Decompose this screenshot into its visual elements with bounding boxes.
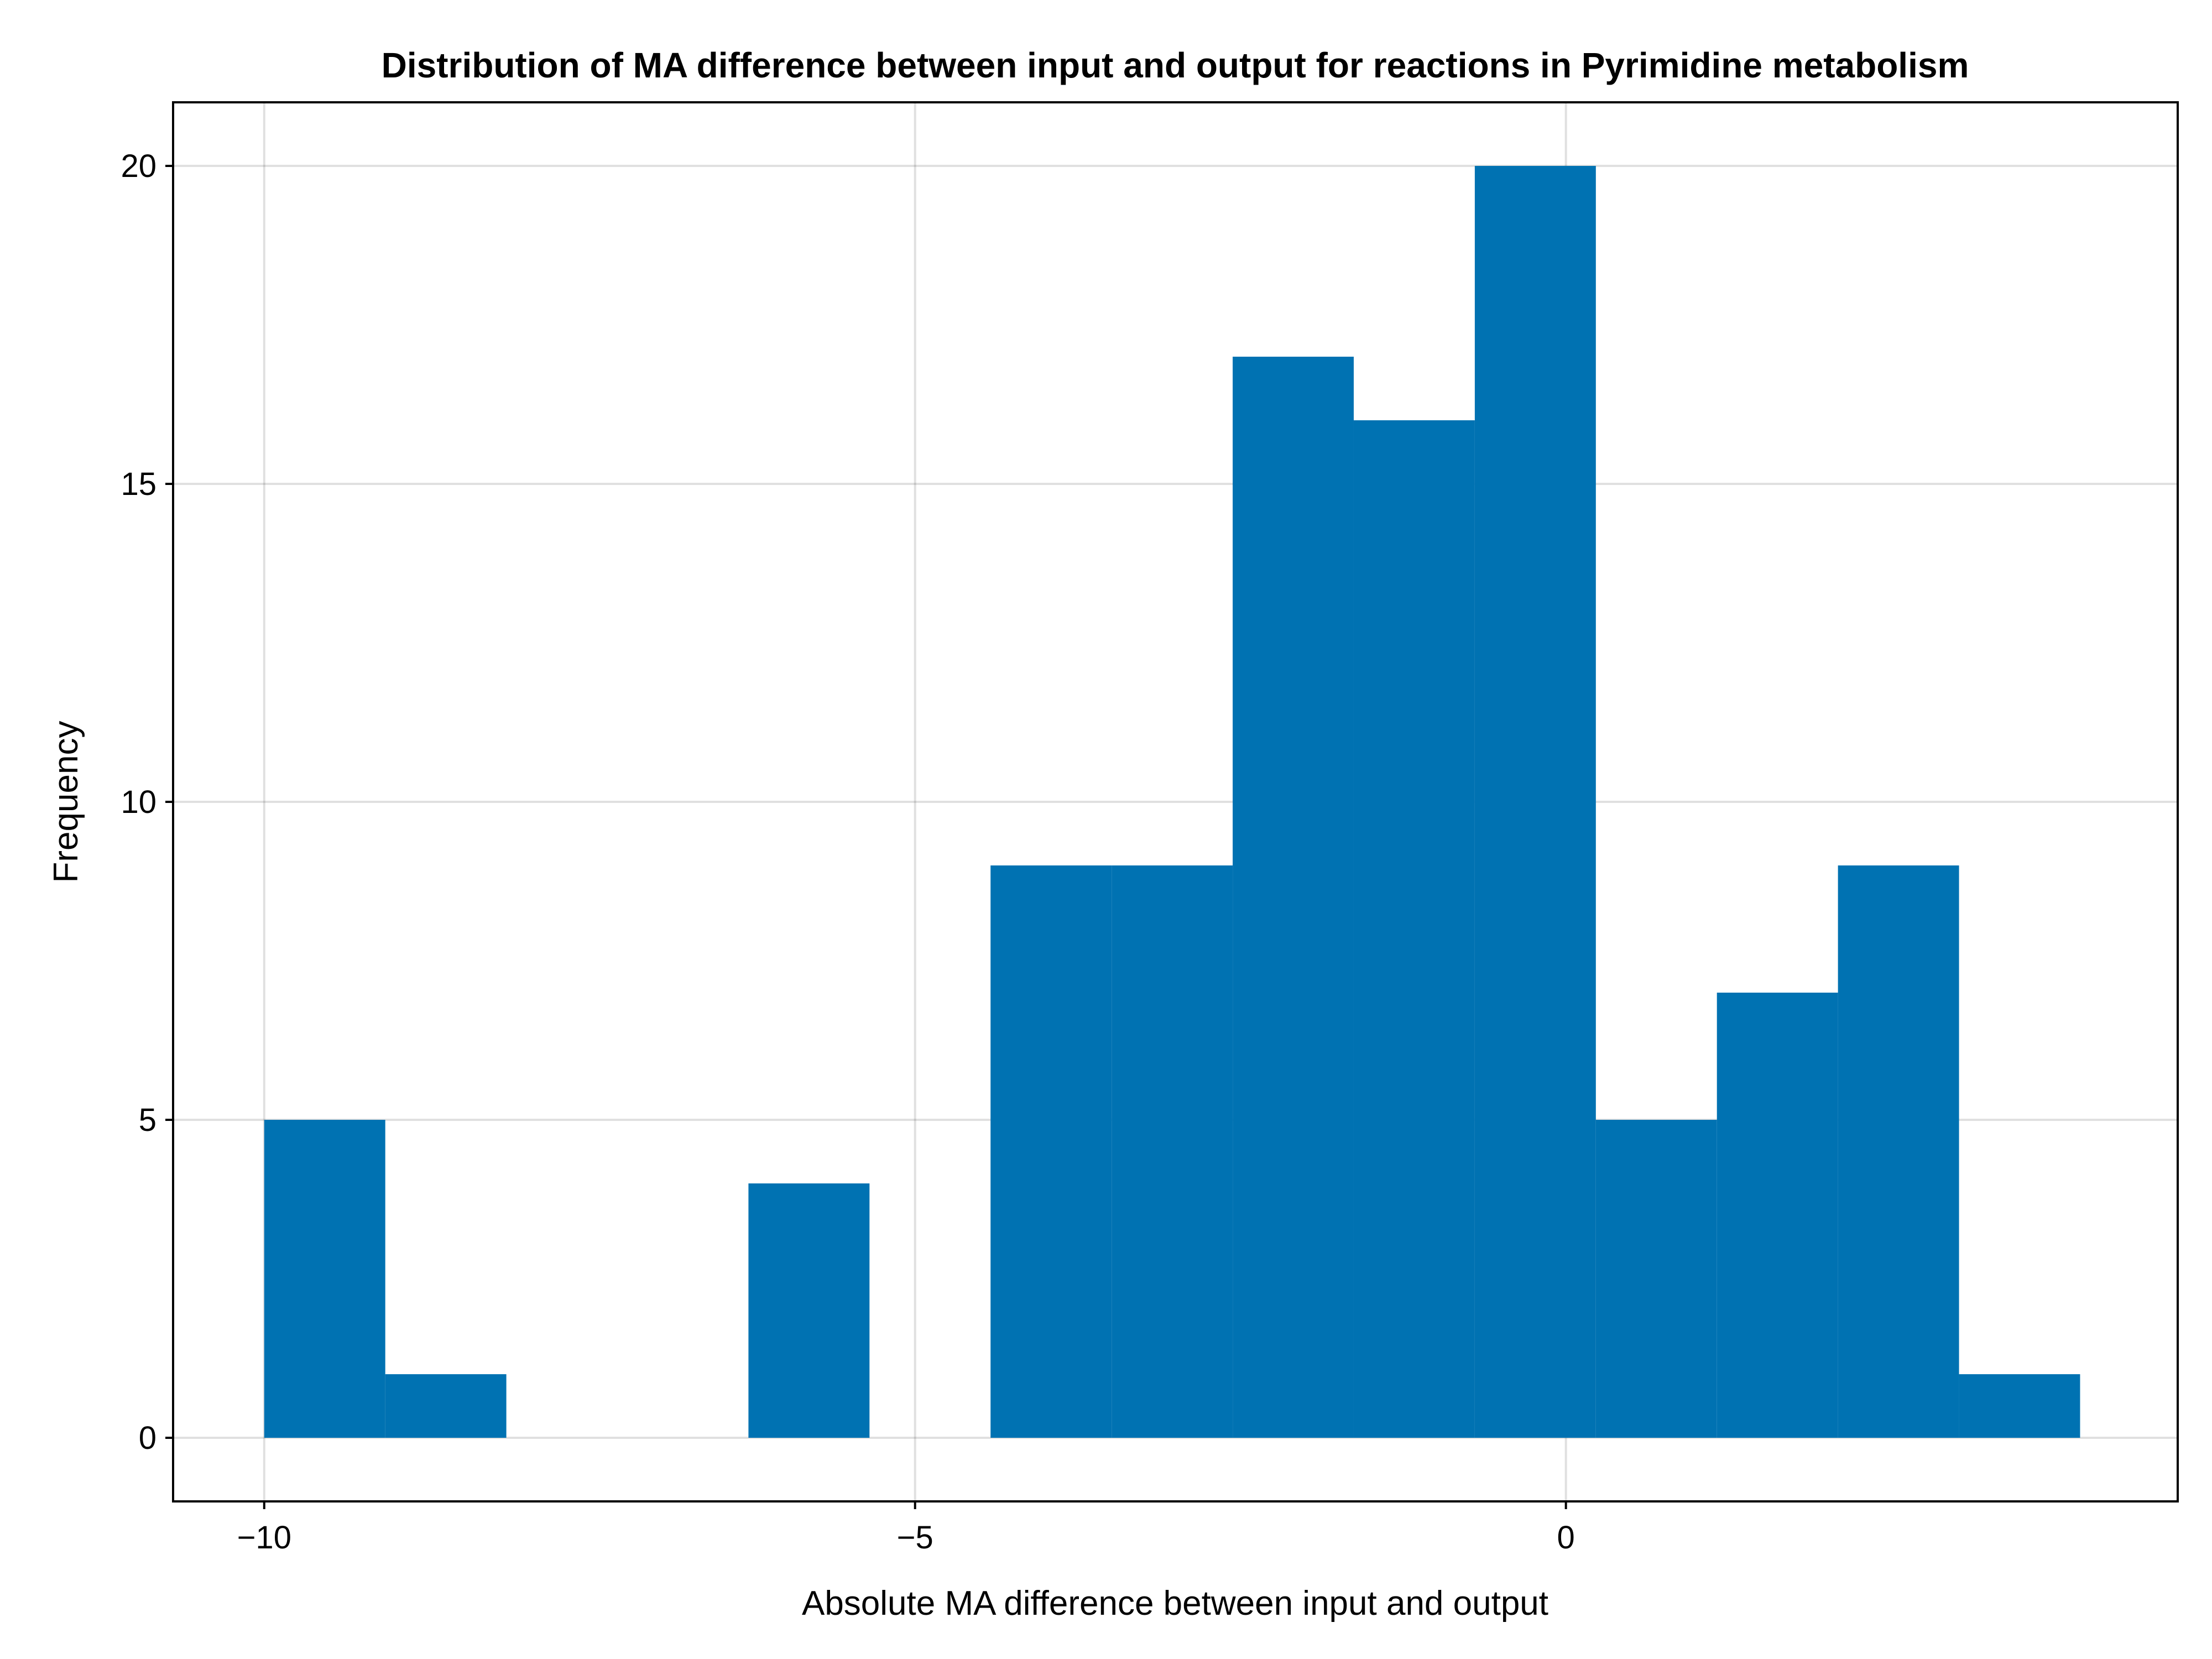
histogram-bar-14 <box>1959 1374 2080 1438</box>
y-tick-label: 0 <box>139 1420 156 1456</box>
x-tick-label: 0 <box>1557 1520 1575 1556</box>
y-tick-label: 15 <box>121 466 156 502</box>
x-axis-label: Absolute MA difference between input and… <box>802 1584 1548 1623</box>
chart-title: Distribution of MA difference between in… <box>382 45 1969 85</box>
y-axis-label: Frequency <box>47 721 85 883</box>
histogram-bar-8 <box>1233 357 1354 1438</box>
histogram-bar-4 <box>748 1183 870 1438</box>
histogram-bar-12 <box>1717 993 1838 1438</box>
x-tick-label: −10 <box>237 1520 291 1556</box>
y-tick-label: 10 <box>121 784 156 820</box>
x-tick-label: −5 <box>897 1520 933 1556</box>
histogram-bar-9 <box>1353 420 1475 1438</box>
histogram-bar-0 <box>264 1120 385 1438</box>
histogram-bar-11 <box>1595 1120 1717 1438</box>
histogram-bar-10 <box>1474 166 1596 1438</box>
histogram-bar-1 <box>385 1374 507 1438</box>
histogram-bar-7 <box>1112 865 1233 1438</box>
y-tick-label: 5 <box>139 1102 156 1138</box>
histogram-bars <box>264 166 2080 1438</box>
histogram-bar-13 <box>1838 865 1959 1438</box>
axis-ticks: −10 −5 0 0 5 10 15 20 <box>121 148 1574 1556</box>
y-tick-label: 20 <box>121 148 156 184</box>
histogram-bar-6 <box>990 865 1112 1438</box>
